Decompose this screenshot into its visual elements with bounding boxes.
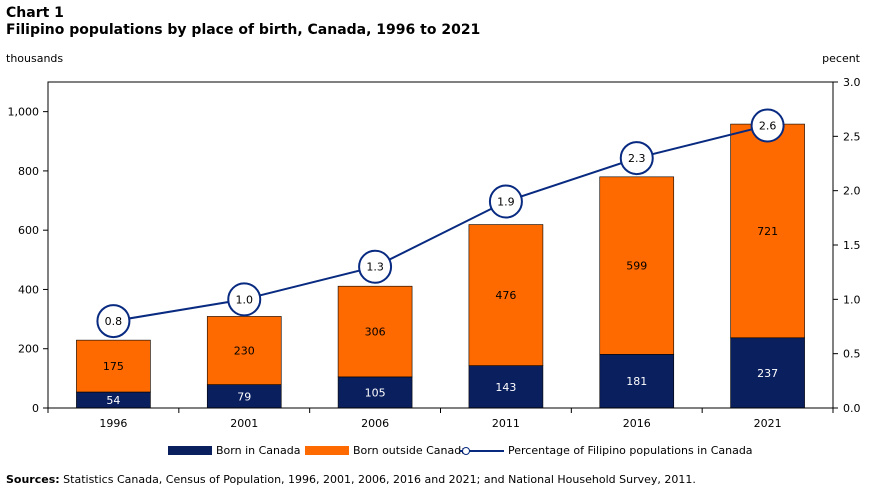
data-label-born-outside-2011: 476: [495, 289, 516, 302]
sources-note: Sources: Statistics Canada, Census of Po…: [6, 473, 696, 486]
legend-line-marker: [460, 446, 504, 456]
percentage-label-2011: 1.9: [497, 196, 515, 209]
data-label-born-outside-1996: 175: [103, 360, 124, 373]
x-tick-label-2006: 2006: [361, 417, 389, 430]
sources-label: Sources:: [6, 473, 60, 486]
data-label-born-in-2016: 181: [626, 375, 647, 388]
chart-plot: 54 175 79 230 105 306 143 476 181 599 237 721 0 200 40…: [8, 76, 861, 430]
data-label-born-in-2001: 79: [237, 390, 251, 403]
bar-born-outside-2011: [468, 224, 544, 366]
data-label-born-in-2011: 143: [495, 381, 516, 394]
legend-label-percentage: Percentage of Filipino populations in Ca…: [508, 444, 753, 457]
y-right-axis-label: pecent: [822, 52, 860, 65]
bar-born-in-2021: [730, 337, 805, 409]
bar-born-outside-2006: [337, 285, 413, 378]
legend-item-born-outside: Born outside Canada: [305, 444, 468, 457]
legend-swatch-born-outside: [305, 446, 349, 455]
y-right-tick-label-1: 1.0: [843, 293, 861, 306]
y-right-tick-label-2.5: 2.5: [843, 130, 861, 143]
y-left-tick-label-800: 800: [18, 165, 39, 178]
data-label-born-outside-2006: 306: [365, 326, 386, 339]
bar-born-outside-2016: [599, 176, 675, 355]
y-right-tick-label-2: 2.0: [843, 185, 861, 198]
data-label-born-outside-2021: 721: [757, 225, 778, 238]
plot-frame: [47, 81, 834, 409]
chart-label: Chart 1: [6, 5, 64, 21]
data-label-born-in-2021: 237: [757, 367, 778, 380]
data-label-born-in-1996: 54: [106, 394, 120, 407]
x-tick-label-2011: 2011: [492, 417, 520, 430]
bar-born-outside-2001: [206, 316, 282, 385]
data-label-born-outside-2016: 599: [626, 260, 647, 273]
bar-born-in-2016: [599, 354, 675, 409]
y-left-tick-label-600: 600: [18, 224, 39, 237]
y-left-tick-label-200: 200: [18, 343, 39, 356]
bar-born-in-2011: [468, 365, 544, 409]
legend-label-born-in: Born in Canada: [216, 444, 301, 457]
legend-item-born-in: Born in Canada: [168, 444, 300, 457]
legend: Born in Canada Born outside Canada Perce…: [0, 444, 870, 460]
percentage-marker-2001: [227, 282, 262, 317]
percentage-label-2021: 2.6: [759, 119, 777, 132]
percentage-line: [113, 124, 768, 323]
percentage-marker-2011: [488, 184, 523, 219]
chart-title: Filipino populations by place of birth, …: [6, 22, 481, 38]
bar-born-in-2006: [337, 376, 413, 409]
percentage-marker-1996: [96, 304, 131, 339]
y-right-tick-label-0: 0.0: [843, 402, 861, 415]
percentage-label-2016: 2.3: [628, 152, 646, 165]
percentage-marker-2021: [750, 108, 785, 143]
sources-text: Statistics Canada, Census of Population,…: [59, 473, 696, 486]
y-left-axis-label: thousands: [6, 52, 64, 65]
legend-label-born-outside: Born outside Canada: [353, 444, 468, 457]
y-left-tick-label-400: 400: [18, 283, 39, 296]
data-label-born-outside-2001: 230: [234, 345, 255, 358]
data-label-born-in-2006: 105: [365, 386, 386, 399]
x-tick-label-2016: 2016: [623, 417, 651, 430]
bar-born-outside-2021: [730, 123, 805, 339]
x-tick-label-2021: 2021: [754, 417, 782, 430]
percentage-marker-2016: [619, 141, 654, 176]
percentage-marker-2006: [358, 249, 393, 284]
percentage-label-2001: 1.0: [236, 293, 254, 306]
y-left-tick-label-1000: 1,000: [8, 106, 40, 119]
bar-born-outside-1996: [76, 339, 151, 393]
x-tick-label-1996: 1996: [99, 417, 127, 430]
y-right-tick-label-0.5: 0.5: [843, 348, 861, 361]
legend-swatch-born-in: [168, 446, 212, 455]
y-right-tick-label-1.5: 1.5: [843, 239, 861, 252]
y-left-tick-label-0: 0: [32, 402, 39, 415]
x-tick-label-2001: 2001: [230, 417, 258, 430]
percentage-label-1996: 0.8: [105, 315, 123, 328]
y-right-tick-label-3: 3.0: [843, 76, 861, 89]
percentage-label-2006: 1.3: [366, 261, 384, 274]
legend-item-percentage: Percentage of Filipino populations in Ca…: [460, 444, 753, 457]
